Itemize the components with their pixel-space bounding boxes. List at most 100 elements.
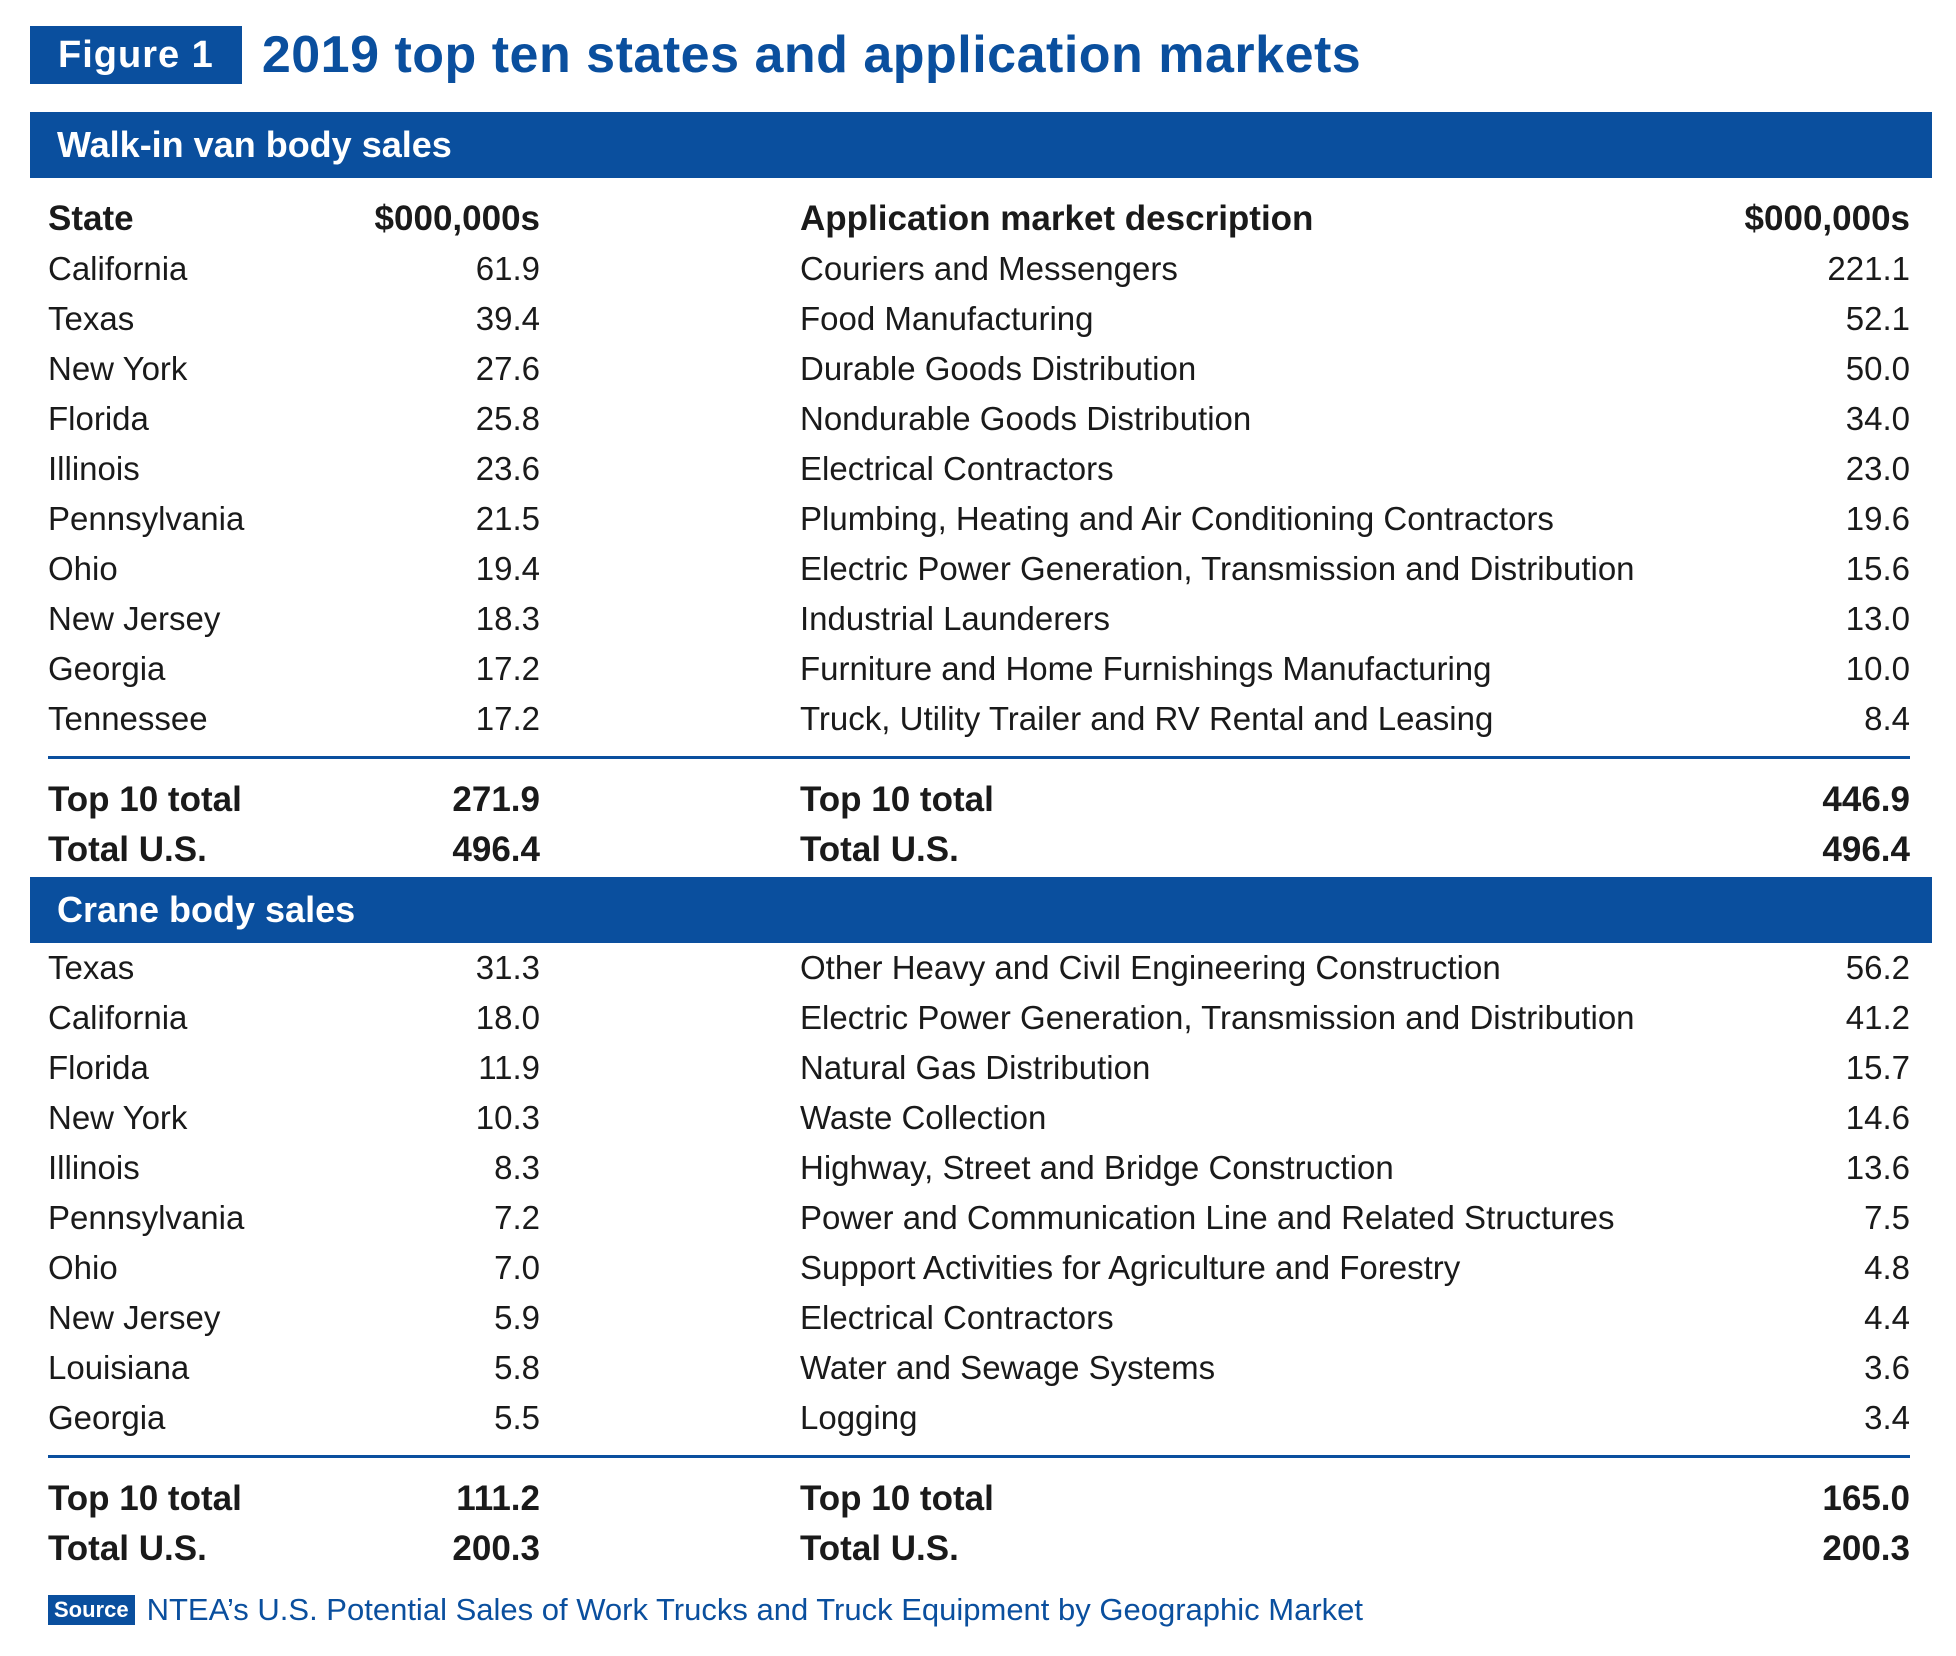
- table-row: California 18.0 Electric Power Generation,…: [0, 993, 1956, 1043]
- state-total-value: 200.3: [452, 1529, 540, 1568]
- column-header-row: State $000,000s Application market descrip…: [0, 194, 1956, 244]
- section-title-band: Crane body sales: [30, 877, 1932, 943]
- total-label: Total U.S.: [800, 1529, 959, 1568]
- state-value: 27.6: [475, 350, 540, 387]
- state-value: 5.5: [494, 1399, 540, 1436]
- application-value: 34.0: [1845, 400, 1910, 437]
- state-name: New York: [48, 350, 188, 387]
- state-name: Illinois: [48, 1149, 140, 1186]
- application-value: 3.4: [1864, 1399, 1910, 1436]
- state-value: 19.4: [475, 550, 540, 587]
- state-name: Texas: [48, 949, 135, 986]
- state-name: California: [48, 999, 188, 1036]
- application-value: 15.6: [1845, 550, 1910, 587]
- source-line: Source NTEA’s U.S. Potential Sales of Wo…: [48, 1592, 1363, 1628]
- state-name: California: [48, 250, 188, 287]
- table-row: Pennsylvania 21.5 Plumbing, Heating and Ai…: [0, 494, 1956, 544]
- application-value: 56.2: [1845, 949, 1910, 986]
- state-value: 21.5: [475, 500, 540, 537]
- application-name: Durable Goods Distribution: [800, 350, 1197, 387]
- application-total-value: 200.3: [1822, 1529, 1910, 1568]
- state-total-value: 111.2: [456, 1479, 540, 1518]
- application-name: Other Heavy and Civil Engineering Constr…: [800, 949, 1501, 986]
- application-total-value: 446.9: [1822, 780, 1910, 819]
- application-value: 221.1: [1827, 250, 1910, 287]
- state-value: 23.6: [475, 450, 540, 487]
- application-value: 52.1: [1845, 300, 1910, 337]
- application-value: 10.0: [1845, 650, 1910, 687]
- state-name: Georgia: [48, 1399, 166, 1436]
- application-value: 3.6: [1864, 1349, 1910, 1386]
- table-row: Pennsylvania 7.2 Power and Communication L…: [0, 1193, 1956, 1243]
- table-row: Illinois 8.3 Highway, Street and Bridge Co…: [0, 1143, 1956, 1193]
- state-name: Ohio: [48, 1249, 118, 1286]
- state-name: Illinois: [48, 450, 140, 487]
- state-name: Florida: [48, 1049, 149, 1086]
- total-label: Total U.S.: [800, 830, 959, 869]
- table-row: Illinois 23.6 Electrical Contractors 23.0: [0, 444, 1956, 494]
- application-name: Natural Gas Distribution: [800, 1049, 1151, 1086]
- application-name: Water and Sewage Systems: [800, 1349, 1216, 1386]
- table-row: Texas 39.4 Food Manufacturing 52.1: [0, 294, 1956, 344]
- application-name: Truck, Utility Trailer and RV Rental and…: [800, 700, 1494, 737]
- state-name: New York: [48, 1099, 188, 1136]
- application-value: 7.5: [1864, 1199, 1910, 1236]
- state-value: 17.2: [475, 700, 540, 737]
- state-value: 8.3: [494, 1149, 540, 1186]
- application-name: Industrial Launderers: [800, 600, 1111, 637]
- table-row: Louisiana 5.8 Water and Sewage Systems 3.6: [0, 1343, 1956, 1393]
- table-row: Tennessee 17.2 Truck, Utility Trailer and …: [0, 694, 1956, 744]
- totals-row: Total U.S. 200.3 Total U.S. 200.3: [0, 1524, 1956, 1574]
- application-name: Electric Power Generation, Transmission …: [800, 550, 1635, 587]
- state-name: Pennsylvania: [48, 1199, 245, 1236]
- application-name: Support Activities for Agriculture and F…: [800, 1249, 1461, 1286]
- state-value-column-header: $000,000s: [374, 199, 540, 238]
- state-name: New Jersey: [48, 600, 221, 637]
- application-value: 4.8: [1864, 1249, 1910, 1286]
- state-value: 11.9: [478, 1049, 540, 1086]
- state-value: 7.2: [494, 1199, 540, 1236]
- state-value: 61.9: [475, 250, 540, 287]
- application-name: Electrical Contractors: [800, 1299, 1114, 1336]
- figure-label: Figure 1: [30, 26, 242, 84]
- application-total-value: 496.4: [1822, 830, 1910, 869]
- state-total-value: 496.4: [452, 830, 540, 869]
- application-name: Furniture and Home Furnishings Manufactu…: [800, 650, 1492, 687]
- state-name: Georgia: [48, 650, 166, 687]
- application-value-column-header: $000,000s: [1744, 199, 1910, 238]
- application-name: Plumbing, Heating and Air Conditioning C…: [800, 500, 1554, 537]
- table-row: New York 27.6 Durable Goods Distribution 50…: [0, 344, 1956, 394]
- table-row: Georgia 17.2 Furniture and Home Furnishing…: [0, 644, 1956, 694]
- application-value: 13.6: [1845, 1149, 1910, 1186]
- application-name: Nondurable Goods Distribution: [800, 400, 1252, 437]
- table-row: Texas 31.3 Other Heavy and Civil Engineeri…: [0, 943, 1956, 993]
- section-title-band: Walk-in van body sales: [30, 112, 1932, 178]
- state-value: 31.3: [475, 949, 540, 986]
- state-name: Ohio: [48, 550, 118, 587]
- application-total-value: 165.0: [1822, 1479, 1910, 1518]
- state-value: 18.3: [475, 600, 540, 637]
- state-name: Louisiana: [48, 1349, 190, 1386]
- application-name: Power and Communication Line and Related…: [800, 1199, 1615, 1236]
- source-text: NTEA’s U.S. Potential Sales of Work Truc…: [146, 1592, 1363, 1627]
- application-value: 15.7: [1845, 1049, 1910, 1086]
- state-value: 5.8: [494, 1349, 540, 1386]
- state-value: 18.0: [475, 999, 540, 1036]
- figure-title: 2019 top ten states and application mark…: [261, 26, 1362, 84]
- state-value: 39.4: [475, 300, 540, 337]
- total-label: Total U.S.: [48, 1529, 207, 1568]
- table-row: New York 10.3 Waste Collection 14.6: [0, 1093, 1956, 1143]
- total-label: Top 10 total: [48, 1479, 242, 1518]
- application-name: Logging: [800, 1399, 918, 1436]
- total-label: Top 10 total: [48, 780, 242, 819]
- state-name: Florida: [48, 400, 149, 437]
- application-value: 19.6: [1845, 500, 1910, 537]
- state-value: 25.8: [475, 400, 540, 437]
- table-row: Florida 25.8 Nondurable Goods Distribution…: [0, 394, 1956, 444]
- figure-header: Figure 1 2019 top ten states and applica…: [30, 26, 1361, 84]
- total-label: Top 10 total: [800, 1479, 994, 1518]
- totals-row: Top 10 total 271.9 Top 10 total 446.9: [0, 775, 1956, 825]
- state-name: Texas: [48, 300, 135, 337]
- table-row: Ohio 19.4 Electric Power Generation, Trans…: [0, 544, 1956, 594]
- application-value: 13.0: [1845, 600, 1910, 637]
